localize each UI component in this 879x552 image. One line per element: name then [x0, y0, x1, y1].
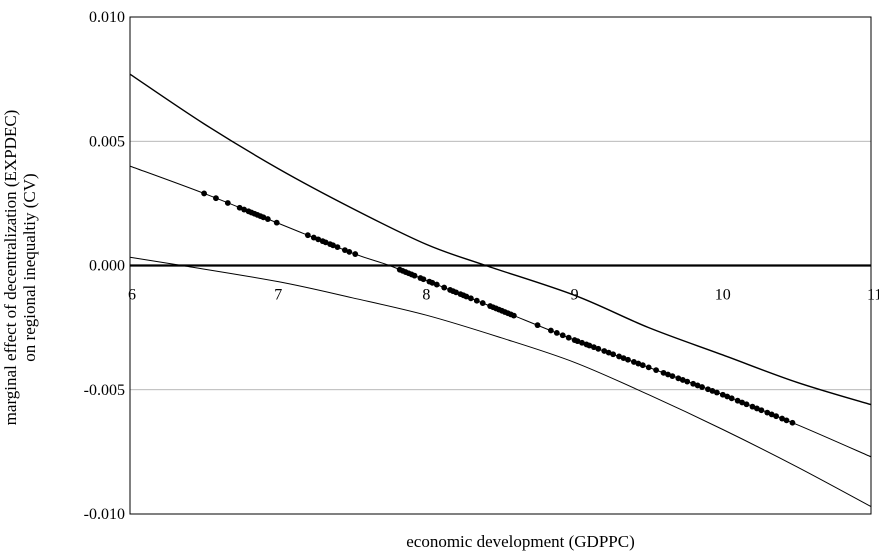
- observation-point: [773, 413, 780, 420]
- observation-point: [709, 387, 716, 394]
- observation-point: [768, 411, 775, 418]
- observation-point: [734, 397, 741, 404]
- observation-point: [420, 276, 427, 283]
- observation-point: [479, 300, 486, 306]
- observation-point: [713, 389, 720, 396]
- observation-point: [213, 195, 219, 202]
- observation-point: [789, 419, 796, 426]
- y-axis-label-line2: on regional inequaltiy (CV): [20, 173, 39, 361]
- x-tick-label: 9: [571, 287, 579, 304]
- observation-point: [510, 312, 517, 319]
- y-tick-label: 0.000: [89, 258, 125, 275]
- observation-point: [352, 251, 359, 257]
- observation-point: [553, 329, 560, 336]
- observation-point: [579, 339, 585, 346]
- observation-point: [753, 405, 760, 412]
- observation-points: [201, 190, 796, 426]
- observation-point: [694, 382, 701, 389]
- x-tick-label: 8: [422, 287, 430, 304]
- observation-point: [630, 359, 637, 365]
- x-tick-label: 11: [867, 287, 879, 304]
- observation-point: [783, 417, 790, 424]
- upper-bound-line: [129, 73, 872, 406]
- observation-point: [660, 369, 667, 376]
- observation-point: [743, 401, 750, 408]
- gridlines: [130, 140, 871, 391]
- y-tick-label: 0.010: [89, 9, 125, 26]
- observation-point: [610, 351, 617, 358]
- observation-point: [453, 289, 459, 296]
- observation-point: [779, 415, 785, 422]
- x-axis-label: economic development (GDPPC): [406, 532, 635, 551]
- y-tick-label: -0.005: [84, 382, 125, 399]
- y-tick-label: -0.010: [84, 506, 125, 523]
- observation-point: [534, 322, 541, 329]
- observation-point: [241, 206, 248, 213]
- observation-point: [304, 232, 311, 239]
- observation-point: [645, 364, 652, 371]
- observation-point: [273, 219, 280, 226]
- observation-point: [625, 356, 631, 363]
- observation-point: [764, 409, 771, 416]
- observation-point: [310, 234, 317, 241]
- observation-point: [739, 399, 745, 406]
- observation-point: [334, 244, 341, 251]
- observation-point: [601, 348, 608, 354]
- observation-point: [705, 386, 711, 393]
- observation-point: [467, 295, 474, 302]
- lower-bound-line: [129, 256, 872, 507]
- y-tick-label: 0.005: [89, 133, 125, 150]
- observation-point: [322, 239, 329, 246]
- observation-point: [665, 371, 671, 378]
- observation-point: [429, 279, 436, 286]
- observation-point: [679, 377, 686, 383]
- observation-point: [635, 360, 642, 367]
- observation-point: [473, 297, 480, 304]
- observation-point: [559, 332, 566, 339]
- observation-point: [463, 293, 470, 300]
- observation-point: [724, 393, 731, 400]
- x-tick-label: 6: [128, 287, 136, 304]
- observation-point: [605, 349, 612, 356]
- observation-point: [758, 407, 765, 414]
- observation-point: [574, 338, 581, 345]
- observation-point: [653, 367, 660, 374]
- observation-point: [433, 281, 440, 288]
- observation-point: [590, 344, 597, 351]
- observation-point: [669, 373, 676, 380]
- observation-point: [201, 190, 208, 197]
- observation-point: [224, 200, 231, 206]
- observation-point: [411, 272, 418, 279]
- observation-point: [586, 342, 593, 349]
- observation-point: [699, 384, 705, 390]
- y-axis-label-line1: marginal effect of decentralization (EXP…: [1, 110, 20, 426]
- observation-point: [236, 204, 243, 211]
- observation-point: [264, 216, 271, 222]
- observation-point: [565, 334, 572, 341]
- observation-point: [547, 327, 554, 334]
- observation-point: [684, 378, 691, 385]
- x-tick-label: 7: [274, 287, 282, 304]
- observation-point: [260, 214, 267, 221]
- series-layer: [129, 73, 872, 507]
- observation-point: [690, 380, 697, 387]
- observation-point: [441, 284, 448, 291]
- y-axis-label: marginal effect of decentralization (EXP…: [1, 110, 39, 426]
- observation-point: [675, 375, 682, 382]
- y-tick-labels: 0.010 0.005 0.000 -0.005 -0.010: [84, 9, 125, 523]
- observation-point: [595, 345, 602, 352]
- observation-point: [728, 395, 735, 402]
- observation-point: [719, 391, 726, 398]
- observation-point: [616, 353, 622, 360]
- x-tick-labels: 6 7 8 9 10 11: [128, 287, 879, 304]
- observation-point: [315, 236, 322, 243]
- observation-point: [346, 248, 353, 255]
- observation-point: [620, 355, 627, 361]
- observation-point: [330, 242, 336, 249]
- x-tick-label: 10: [715, 287, 731, 304]
- observation-point: [639, 362, 646, 369]
- observation-point: [341, 247, 348, 253]
- observation-point: [749, 403, 756, 410]
